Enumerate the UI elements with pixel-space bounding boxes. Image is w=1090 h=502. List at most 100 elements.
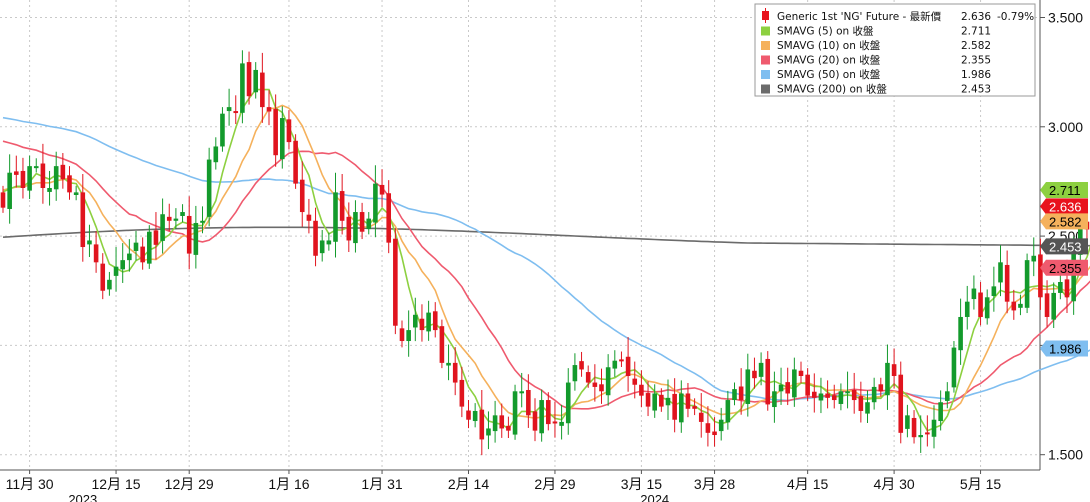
candle-body xyxy=(672,393,677,420)
legend: Generic 1st 'NG' Future - 最新價 2.636 -0.79%… xyxy=(754,3,1036,97)
legend-value: 2.636 xyxy=(961,11,991,23)
candle-body xyxy=(293,140,298,184)
x-tick-label: 3月 15 xyxy=(621,476,662,492)
badge-value: 2.636 xyxy=(1049,199,1082,214)
candle-body xyxy=(526,389,531,416)
candle-body xyxy=(33,166,39,169)
legend-change: -0.79% xyxy=(997,11,1034,23)
legend-swatch xyxy=(761,41,770,50)
candle-body xyxy=(579,361,584,370)
candle-body xyxy=(346,216,352,241)
candle-body xyxy=(313,220,318,256)
candle-body xyxy=(153,230,159,245)
candle-body xyxy=(246,62,252,97)
candle-body xyxy=(393,238,398,326)
candle-body xyxy=(240,63,245,113)
candle-body xyxy=(805,374,810,396)
candle-body xyxy=(838,391,844,404)
badge-shape xyxy=(1040,181,1088,198)
candle-body xyxy=(925,432,930,435)
candle-body xyxy=(552,421,558,424)
candle-body xyxy=(612,360,618,369)
candle-body xyxy=(399,328,405,342)
candle-body xyxy=(353,212,358,244)
candle-body xyxy=(220,113,225,147)
x-tick-label: 1月 31 xyxy=(361,476,402,492)
candle-body xyxy=(958,316,963,351)
candle-body xyxy=(758,362,764,377)
candle-body xyxy=(432,311,438,331)
x-tick-label: 12月 15 xyxy=(92,476,141,492)
candle-body xyxy=(73,192,79,195)
candle-body xyxy=(845,391,850,394)
candle-body xyxy=(140,246,145,263)
candle-body xyxy=(858,396,864,411)
candle-body xyxy=(67,175,72,193)
candle-body xyxy=(27,166,32,191)
x-tick-label: 2月 29 xyxy=(534,476,575,492)
candle-body xyxy=(984,297,990,319)
candle-body xyxy=(280,118,285,160)
candle-body xyxy=(605,367,611,396)
candle-body xyxy=(945,391,950,401)
candle-body xyxy=(446,362,451,366)
candle-body xyxy=(506,425,511,431)
candle-body xyxy=(93,244,99,263)
x-tick-label: 11月 30 xyxy=(6,476,54,492)
candle-body xyxy=(459,379,465,407)
candle-body xyxy=(991,286,997,296)
candle-body xyxy=(592,382,598,387)
candle-body xyxy=(0,192,6,208)
candle-body xyxy=(260,72,265,108)
candle-body xyxy=(978,292,983,317)
x-tick-label: 3月 28 xyxy=(694,476,735,492)
legend-swatch xyxy=(761,55,770,65)
candle-body xyxy=(625,356,631,376)
year-label: 2023 xyxy=(68,492,97,502)
sma-20-line xyxy=(2,140,1090,410)
candlesticks xyxy=(0,50,1090,456)
legend-swatch xyxy=(761,84,770,94)
badge-2.711: 2.711 xyxy=(1040,181,1088,198)
candle-body xyxy=(87,240,92,245)
candle-body xyxy=(326,240,332,245)
candle-body xyxy=(1038,254,1043,298)
candle-body xyxy=(639,384,644,396)
y-tick-label: 3.000 xyxy=(1048,119,1083,135)
candle-body xyxy=(47,188,52,192)
candle-body xyxy=(299,179,305,213)
candle-body xyxy=(452,362,458,383)
candle-body xyxy=(918,435,923,438)
legend-value: 2.582 xyxy=(961,40,991,52)
candle-body xyxy=(413,314,418,328)
candle-body xyxy=(798,370,804,376)
candle-body xyxy=(679,393,684,423)
candle-body xyxy=(20,170,26,188)
candle-body xyxy=(885,362,890,396)
candle-body xyxy=(659,394,664,407)
candle-body xyxy=(306,214,312,221)
legend-label: SMAVG (50) on 收盤 xyxy=(777,68,881,81)
badge-value: 2.711 xyxy=(1049,183,1081,198)
x-tick-label: 12月 29 xyxy=(165,476,214,492)
candle-body xyxy=(951,347,957,388)
badge-shape xyxy=(1040,198,1088,215)
candle-body xyxy=(752,370,757,379)
sma-50-line xyxy=(2,116,1090,402)
candle-body xyxy=(911,417,917,438)
candle-body xyxy=(1064,279,1070,298)
candle-body xyxy=(419,318,425,331)
candle-body xyxy=(80,192,86,248)
badge-shape xyxy=(1040,340,1088,357)
candle-body xyxy=(226,107,232,112)
candle-body xyxy=(1018,303,1023,308)
legend-value: 2.453 xyxy=(961,84,991,96)
legend-swatch xyxy=(761,26,770,36)
candle-body xyxy=(180,212,185,216)
candle-body xyxy=(831,395,837,401)
badge-shape xyxy=(1040,259,1088,276)
candle-body xyxy=(785,382,790,394)
candle-body xyxy=(373,183,378,223)
candle-body xyxy=(712,431,717,436)
